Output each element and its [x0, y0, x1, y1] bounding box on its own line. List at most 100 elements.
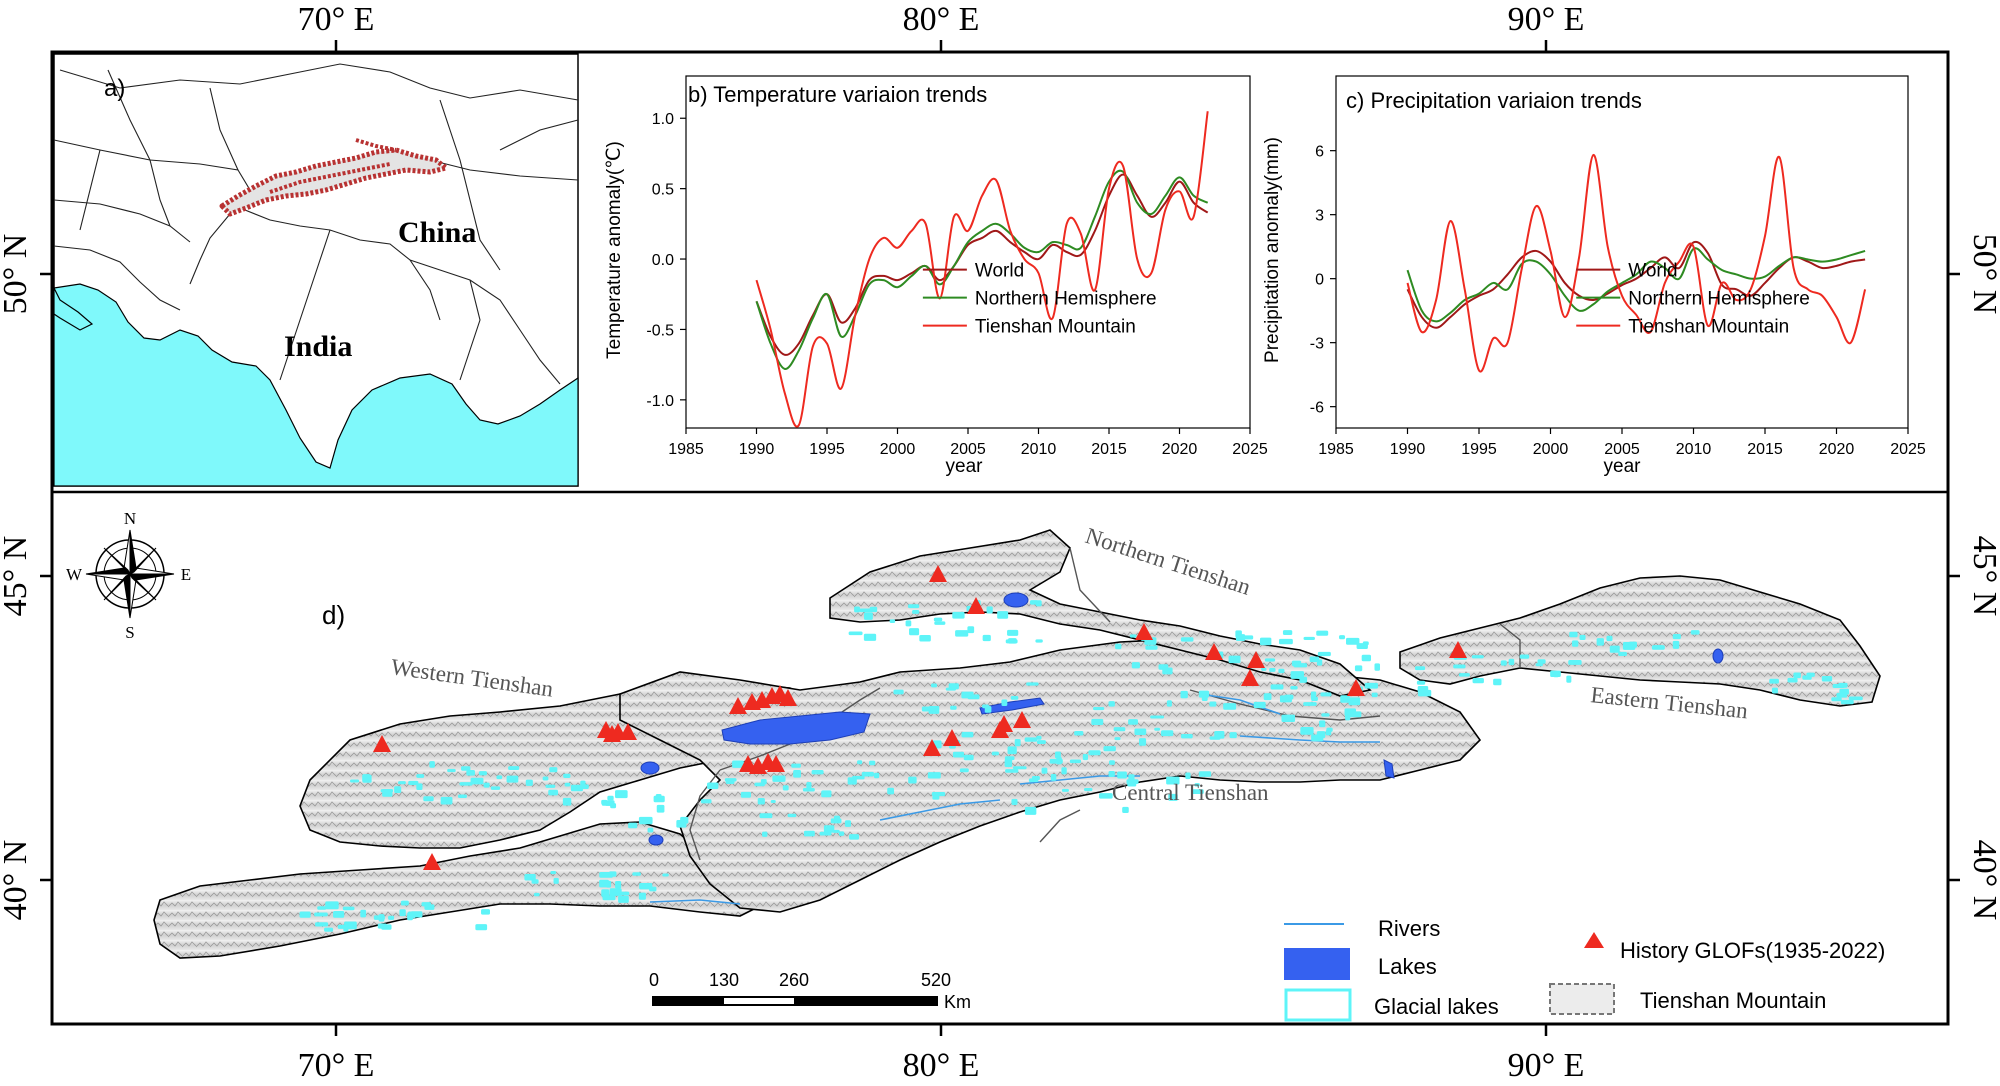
- glof-marker: [729, 697, 747, 714]
- glacial-lake: [570, 784, 583, 792]
- glacial-lake: [1259, 637, 1272, 646]
- glacial-lake: [724, 778, 737, 782]
- glacial-lake: [927, 772, 941, 779]
- glacial-lake: [478, 771, 487, 776]
- glacial-lake: [1571, 640, 1579, 647]
- glof-marker: [603, 725, 621, 742]
- glof-markers: [373, 565, 1467, 870]
- glof-marker: [929, 565, 947, 582]
- glacial-lake: [531, 879, 539, 884]
- longitude-label-bottom: 80° E: [903, 1047, 980, 1084]
- latitude-label-left: 45° N: [0, 536, 34, 617]
- glacial-lake: [1109, 760, 1115, 765]
- y-tick-label: 1.0: [652, 111, 674, 128]
- glacial-lake: [1346, 637, 1360, 645]
- y-tick-label: -3: [1310, 336, 1324, 353]
- glacial-lake: [1319, 720, 1326, 728]
- glacial-lake: [984, 706, 992, 713]
- glacial-lake: [382, 788, 393, 797]
- glacial-lake: [821, 790, 832, 798]
- y-tick-label: -1.0: [646, 393, 674, 410]
- glacial-lake: [416, 774, 425, 778]
- glacial-lake: [1126, 779, 1139, 785]
- x-tick-label: 2000: [1533, 441, 1569, 458]
- glacial-lake: [1036, 740, 1046, 745]
- glacial-lake: [844, 820, 851, 827]
- glacial-lake: [1291, 660, 1302, 667]
- glacial-lake: [963, 754, 974, 761]
- scale-tick: 130: [709, 970, 739, 990]
- glacial-lake: [373, 915, 385, 920]
- glacial-lake: [1802, 675, 1812, 680]
- glacial-lake: [811, 770, 824, 775]
- x-tick-label: 2020: [1819, 441, 1855, 458]
- legend-tienshan: Tienshan Mountain: [1640, 988, 1826, 1013]
- glacial-lake: [907, 604, 920, 609]
- glof-marker: [779, 689, 797, 706]
- glacial-lake: [1117, 771, 1127, 779]
- glacial-lake: [859, 608, 872, 613]
- glacial-lake: [1340, 695, 1350, 703]
- glacial-lake: [1553, 674, 1559, 678]
- glacial-lake: [508, 766, 520, 771]
- sea: [53, 283, 579, 487]
- glacial-lake: [1198, 690, 1210, 698]
- glacial-lake: [863, 633, 877, 641]
- glacial-lake: [1160, 730, 1174, 737]
- glacial-lake: [819, 831, 832, 836]
- y-axis: -1.0 -0.5 0.0 0.5 1.0: [646, 111, 686, 410]
- legend: World Northern Hemisphere Tienshan Mountai…: [1576, 261, 1810, 338]
- latitude-label-left: 40° N: [0, 840, 34, 921]
- glacial-lake: [1414, 666, 1426, 671]
- glacial-lake: [607, 795, 614, 801]
- inset-map-a: a) China India: [53, 53, 579, 487]
- glof-marker: [1205, 643, 1223, 660]
- glacial-lake: [760, 778, 767, 785]
- glacial-lake: [997, 611, 1009, 619]
- glacial-lake: [1309, 656, 1320, 663]
- glacial-lake: [656, 804, 665, 813]
- glacial-lake: [1606, 635, 1613, 642]
- glacial-lake: [1134, 728, 1147, 735]
- glacial-lake: [1024, 737, 1038, 742]
- glacial-lake: [1821, 676, 1833, 682]
- latitude-label-right: 50° N: [1966, 234, 2000, 315]
- scale-bar: 0 130 260 520 Km: [649, 970, 971, 1012]
- glof-marker: [967, 597, 985, 614]
- glacial-lake: [1011, 798, 1018, 806]
- lake: [1003, 592, 1029, 608]
- tienshan-relief-map: Northern Tienshan Western Tienshan Centr…: [153, 523, 1881, 959]
- glacial-lake: [580, 784, 589, 790]
- glacial-lake: [952, 751, 965, 758]
- glacial-lake: [496, 775, 503, 780]
- glacial-lake: [1282, 630, 1293, 635]
- glacial-lake: [1838, 682, 1848, 688]
- glacial-lake: [1061, 767, 1067, 775]
- glacial-lake: [580, 780, 586, 786]
- glacial-lake: [1091, 718, 1104, 726]
- glacial-lake: [1049, 758, 1063, 764]
- glacial-lake: [1198, 771, 1212, 777]
- tienshan-outline-inset: [219, 138, 449, 217]
- glacial-lake: [1278, 638, 1293, 645]
- glacial-lake: [1569, 631, 1578, 638]
- y-tick-label: 3: [1315, 208, 1324, 225]
- glacial-lake: [1166, 700, 1172, 707]
- map-frame: [40, 40, 1960, 1036]
- glacial-lake: [1264, 658, 1276, 662]
- glacial-lake: [931, 683, 938, 688]
- glacial-lake: [869, 760, 876, 766]
- glacial-lake: [429, 761, 435, 768]
- glacial-lake: [599, 879, 609, 888]
- glacial-lake: [869, 606, 878, 613]
- glacial-lake: [1129, 634, 1137, 638]
- series-lines: [1406, 153, 1867, 373]
- glacial-lake: [1519, 654, 1530, 659]
- glacial-lake: [360, 909, 367, 918]
- glacial-lake: [1596, 638, 1604, 646]
- glacial-lake: [852, 775, 865, 780]
- glacial-lake: [1115, 643, 1122, 650]
- glacial-lake: [1354, 665, 1363, 672]
- glacial-lake: [317, 906, 327, 910]
- glacial-lake: [1269, 668, 1276, 672]
